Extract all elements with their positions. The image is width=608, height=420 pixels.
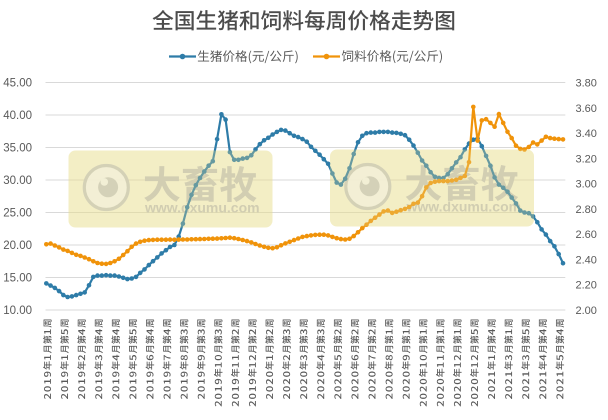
- svg-text:30.00: 30.00: [3, 175, 32, 187]
- svg-text:www.dxumu.com: www.dxumu.com: [144, 199, 260, 215]
- svg-text:20.00: 20.00: [3, 240, 32, 252]
- svg-text:40.00: 40.00: [3, 110, 32, 122]
- svg-text:3.40: 3.40: [576, 128, 597, 140]
- svg-text:45.00: 45.00: [3, 78, 32, 90]
- svg-text:25.00: 25.00: [3, 208, 32, 220]
- svg-text:3.00: 3.00: [576, 179, 597, 191]
- svg-text:2.40: 2.40: [576, 254, 597, 266]
- svg-text:35.00: 35.00: [3, 143, 32, 155]
- svg-text:2.00: 2.00: [576, 305, 597, 317]
- svg-text:www.dxumu.com: www.dxumu.com: [405, 198, 521, 214]
- svg-text:3.60: 3.60: [576, 103, 597, 115]
- svg-text:3.80: 3.80: [576, 78, 597, 90]
- svg-text:2.60: 2.60: [576, 229, 597, 241]
- svg-text:15.00: 15.00: [3, 273, 32, 285]
- svg-text:3.20: 3.20: [576, 153, 597, 165]
- svg-text:10.00: 10.00: [3, 305, 32, 317]
- svg-text:2.80: 2.80: [576, 204, 597, 216]
- svg-text:2.20: 2.20: [576, 280, 597, 292]
